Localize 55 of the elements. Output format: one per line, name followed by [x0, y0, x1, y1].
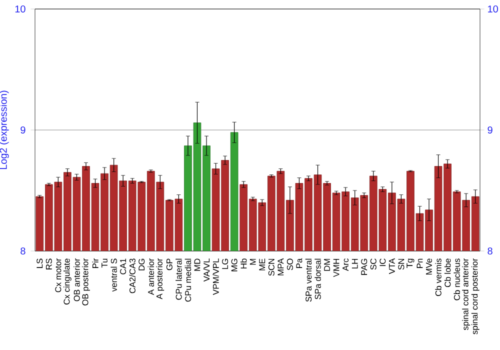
x-tick-label: OB anterior: [74, 258, 80, 302]
x-tick-label: SPa dorsal: [314, 258, 321, 300]
x-tick-label: Cb vermis: [435, 258, 442, 296]
x-tick-label: spinal cord anterior: [462, 258, 470, 330]
x-tick-label: VPM/VPL: [212, 258, 219, 295]
x-tick-label: LG: [222, 258, 228, 269]
x-tick-label: Hb: [240, 258, 247, 268]
x-tick-label: Cx motor: [55, 258, 62, 292]
x-tick-label: LH: [352, 258, 358, 268]
y2-tick-label: 8: [488, 247, 492, 255]
y2-tick-label: 10: [488, 5, 498, 13]
x-tick-label: GP: [166, 258, 172, 270]
x-tick-label: A posterior: [156, 258, 164, 300]
x-tick-label: IC: [380, 258, 386, 266]
y-tick-label: 9: [20, 126, 26, 134]
x-tick-label: Pn: [416, 258, 423, 268]
x-tick-label: VA/VL: [203, 258, 210, 282]
x-tick-label: SO: [286, 258, 293, 270]
x-tick-label: SN: [398, 258, 404, 270]
x-tick-label: SPa ventral: [305, 258, 312, 302]
x-tick-label: Tg: [406, 258, 414, 268]
x-tick-label: VTA: [389, 258, 395, 274]
x-tick-label: Cb lobe: [444, 258, 451, 288]
y-axis-title: Log2 (expression): [0, 90, 9, 170]
x-tick-label: MVe: [426, 258, 432, 275]
x-tick-label: DM: [324, 258, 330, 271]
x-tick-label: spinal cord posterior: [471, 258, 480, 334]
x-tick-label: MPA: [278, 258, 284, 276]
x-tick-label: CPu medial: [184, 258, 192, 302]
x-tick-label: MD: [194, 258, 200, 271]
y-tick-label: 10: [15, 5, 26, 13]
x-tick-label: Arc: [342, 258, 349, 271]
x-tick-label: Pa: [296, 258, 302, 268]
x-tick-label: VMH: [333, 258, 340, 278]
x-tick-label: SCN: [268, 258, 274, 276]
x-tick-label: Cb nucleus: [454, 258, 460, 300]
x-tick-label: DG: [138, 258, 145, 270]
x-tick-label: ME: [259, 258, 266, 270]
x-tick-label: A anterior: [148, 258, 154, 295]
y-tick-label: 8: [20, 247, 26, 255]
x-tick-label: MG: [231, 258, 238, 272]
x-tick-label: Pir: [92, 258, 98, 268]
x-tick-label: ventral S: [110, 258, 117, 292]
x-tick-label: CA2/CA3: [129, 258, 136, 294]
x-tick-label: M: [250, 258, 256, 265]
x-tick-label: Tu: [102, 258, 108, 268]
x-tick-label: PAG: [361, 258, 368, 275]
x-tick-label: CA1: [120, 258, 126, 274]
x-tick-label: SC: [370, 258, 376, 270]
x-tick-label: RS: [46, 258, 52, 270]
x-tick-label: OB posterior: [82, 258, 90, 306]
x-tick-label: Cx cingulate: [63, 258, 72, 304]
x-tick-label: CPu lateral: [176, 258, 182, 300]
y2-tick-label: 9: [488, 126, 492, 134]
x-tick-label: LS: [36, 258, 43, 268]
